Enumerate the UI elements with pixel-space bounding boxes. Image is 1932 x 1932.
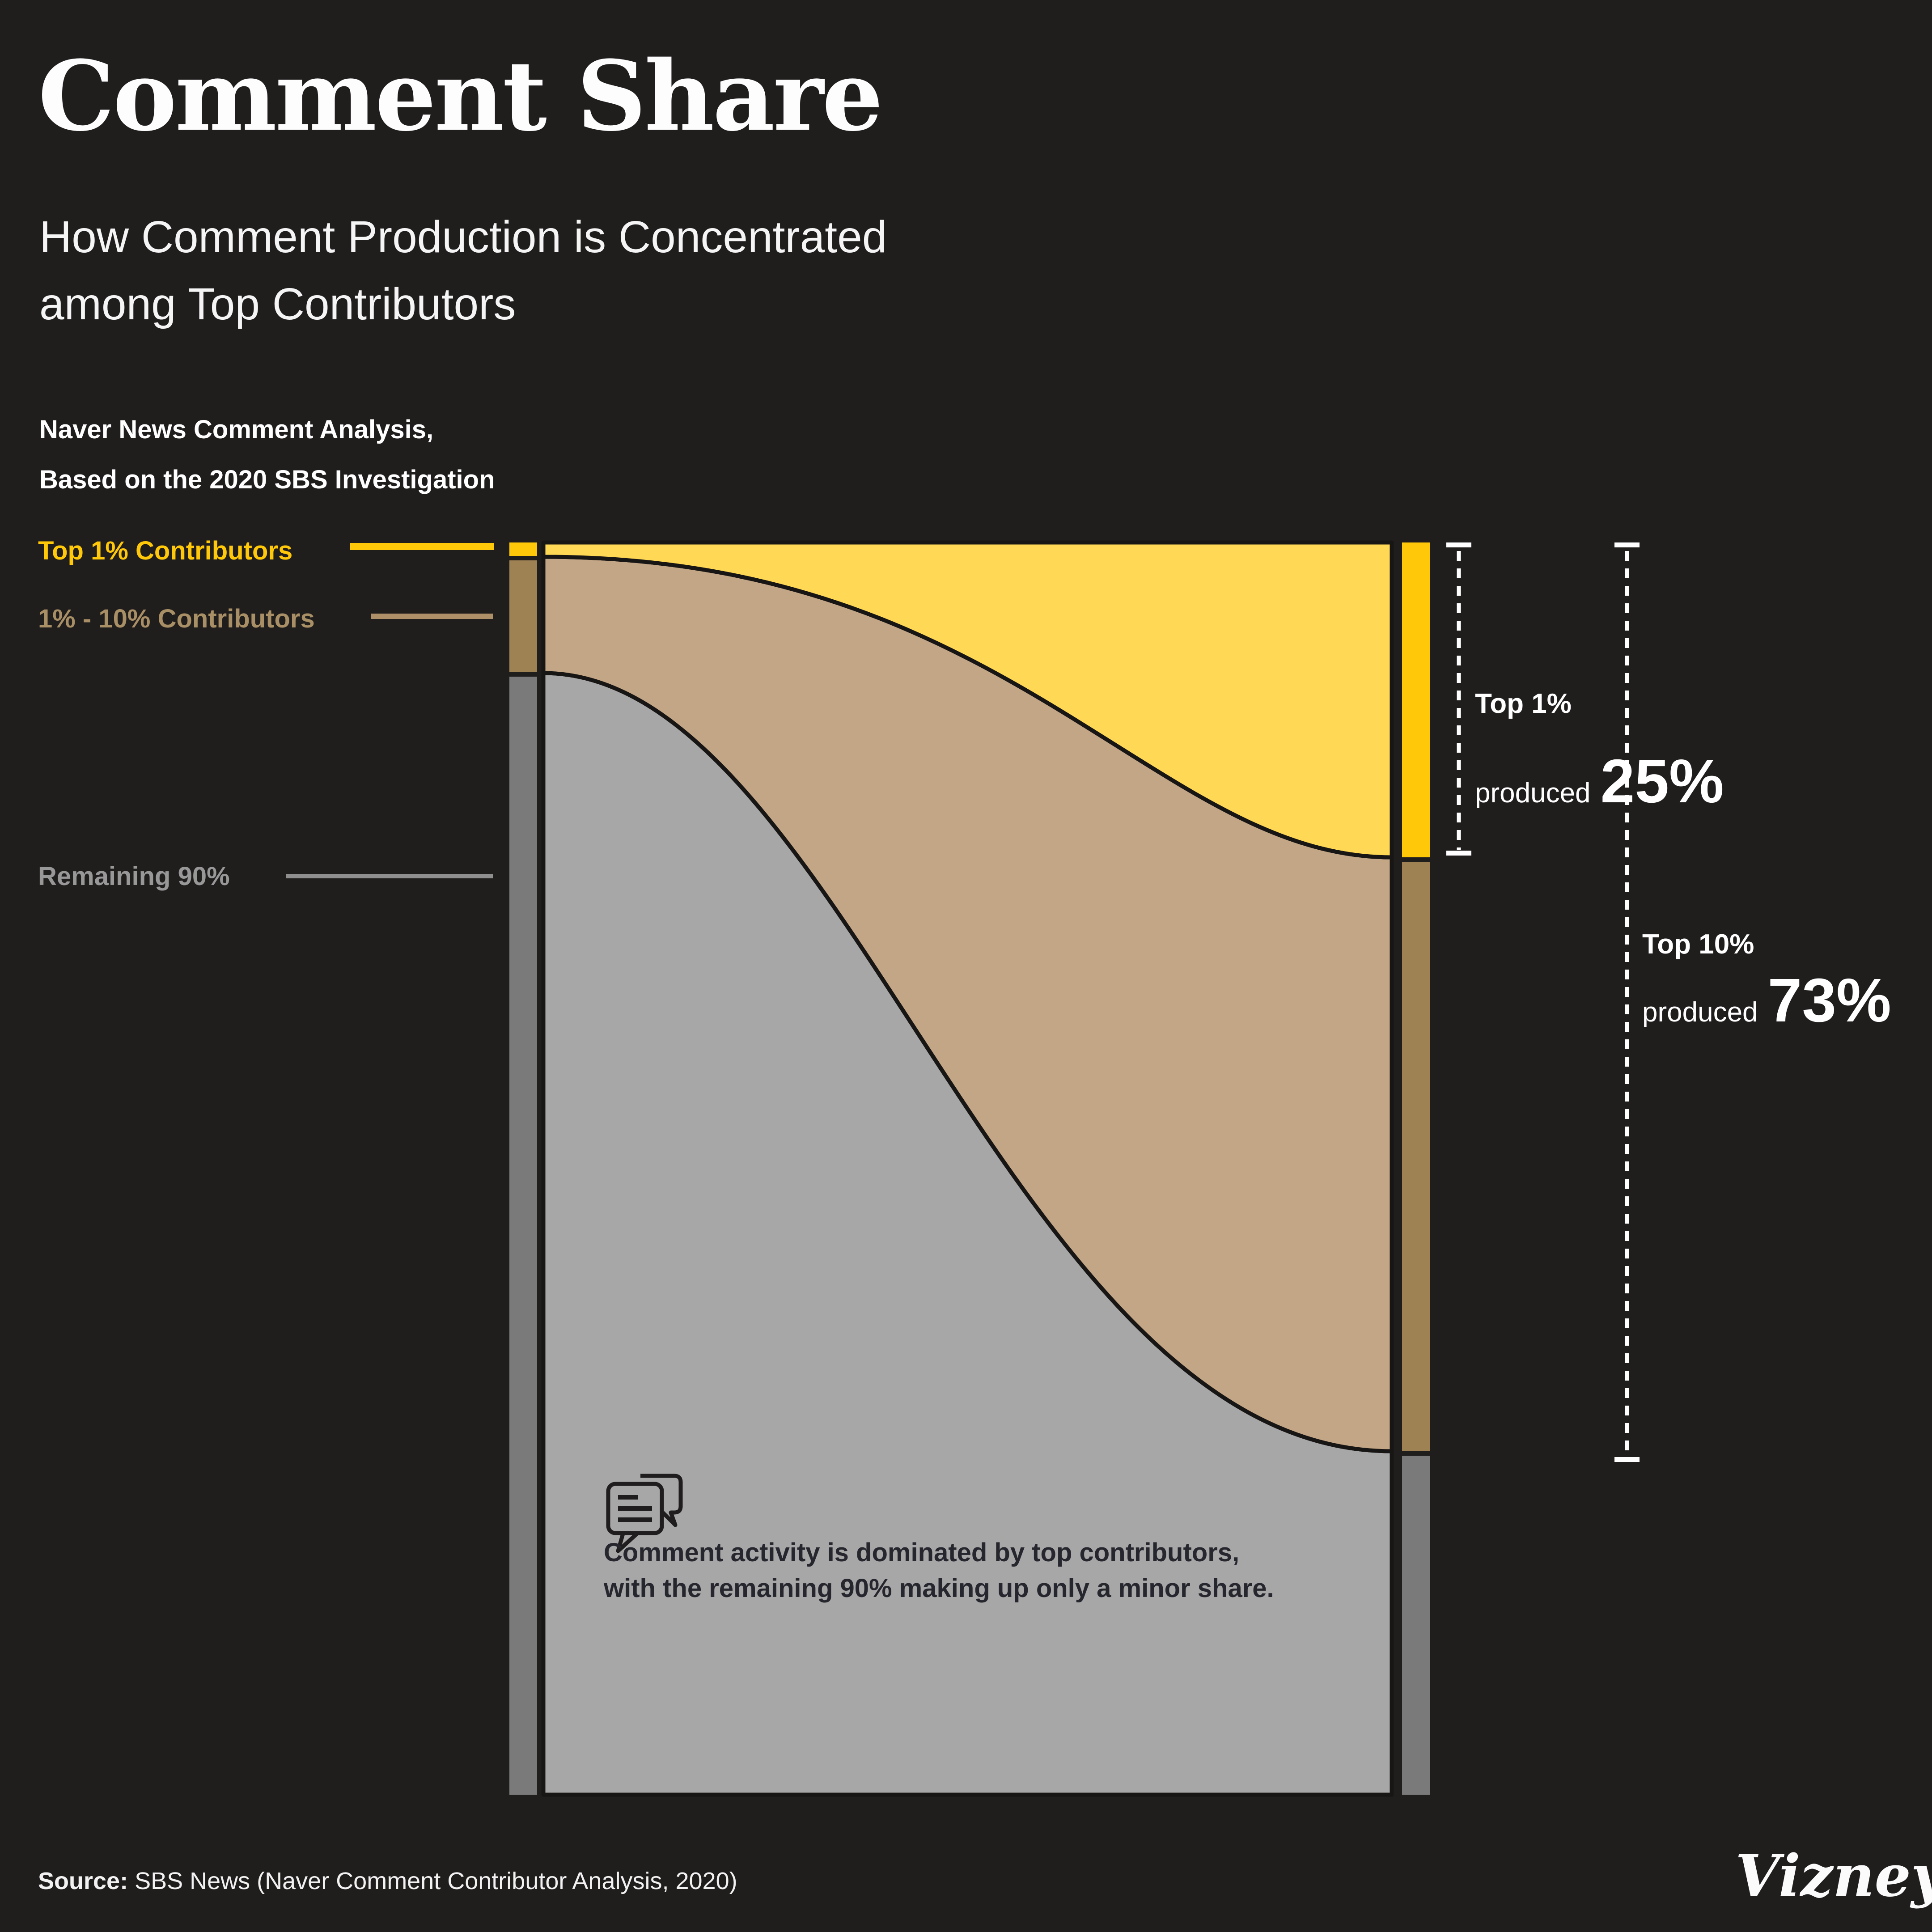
connector-top1	[350, 543, 494, 550]
right-node-top1	[1402, 542, 1430, 857]
right-node-bar	[1402, 542, 1430, 1795]
left-node-top1	[509, 542, 537, 556]
flow-ribbons	[541, 540, 1394, 1797]
right-node-rest	[1402, 1456, 1430, 1795]
left-node-mid	[509, 560, 537, 672]
source-note: Source: SBS News (Naver Comment Contribu…	[38, 1867, 737, 1895]
callout-top10-value: 73%	[1767, 966, 1891, 1035]
callout-top1-row: produced 25%	[1475, 746, 1724, 817]
callout-top10-row: produced 73%	[1642, 965, 1891, 1036]
label-mid-contributors: 1% - 10% Contributors	[38, 604, 315, 633]
right-node-mid	[1402, 862, 1430, 1451]
subtitle-line-2: among Top Contributors	[39, 279, 516, 329]
callout-top1-verb: produced	[1475, 778, 1591, 809]
measure-cap	[1614, 542, 1640, 547]
left-node-bar	[509, 542, 537, 1795]
source-text: SBS News (Naver Comment Contributor Anal…	[128, 1868, 737, 1894]
label-top1-contributors: Top 1% Contributors	[38, 536, 293, 565]
note-line-1: Comment activity is dominated by top con…	[604, 1538, 1240, 1567]
measure-cap	[1446, 851, 1471, 856]
measure-lines	[1446, 542, 1640, 1462]
measure-cap	[1446, 542, 1471, 547]
comment-icon	[606, 1474, 683, 1553]
callout-top10-group: Top 10%	[1642, 929, 1754, 960]
callout-top1-value: 25%	[1600, 747, 1724, 816]
callout-top10-verb: produced	[1642, 997, 1758, 1028]
label-remaining-90: Remaining 90%	[38, 862, 230, 891]
page-title: Comment Share	[38, 39, 883, 153]
connector-mid	[371, 614, 493, 619]
heading-line-2: Based on the 2020 SBS Investigation	[39, 465, 495, 494]
measure-cap	[1614, 1457, 1640, 1462]
left-node-rest	[509, 677, 537, 1795]
heading-line-1: Naver News Comment Analysis,	[39, 415, 434, 444]
chart-heading: Naver News Comment Analysis, Based on th…	[39, 405, 495, 505]
vizney-logo: Vizney	[1735, 1843, 1932, 1910]
connector-remaining	[286, 874, 493, 878]
flow-top1-contributors	[541, 540, 1394, 860]
page-subtitle: How Comment Production is Concentrated a…	[39, 203, 887, 338]
callout-top1-group: Top 1%	[1475, 688, 1572, 719]
source-label: Source:	[38, 1868, 128, 1894]
subtitle-line-1: How Comment Production is Concentrated	[39, 212, 887, 262]
comment-icon-back-bubble	[640, 1474, 683, 1527]
note-line-2: with the remaining 90% making up only a …	[604, 1574, 1274, 1603]
